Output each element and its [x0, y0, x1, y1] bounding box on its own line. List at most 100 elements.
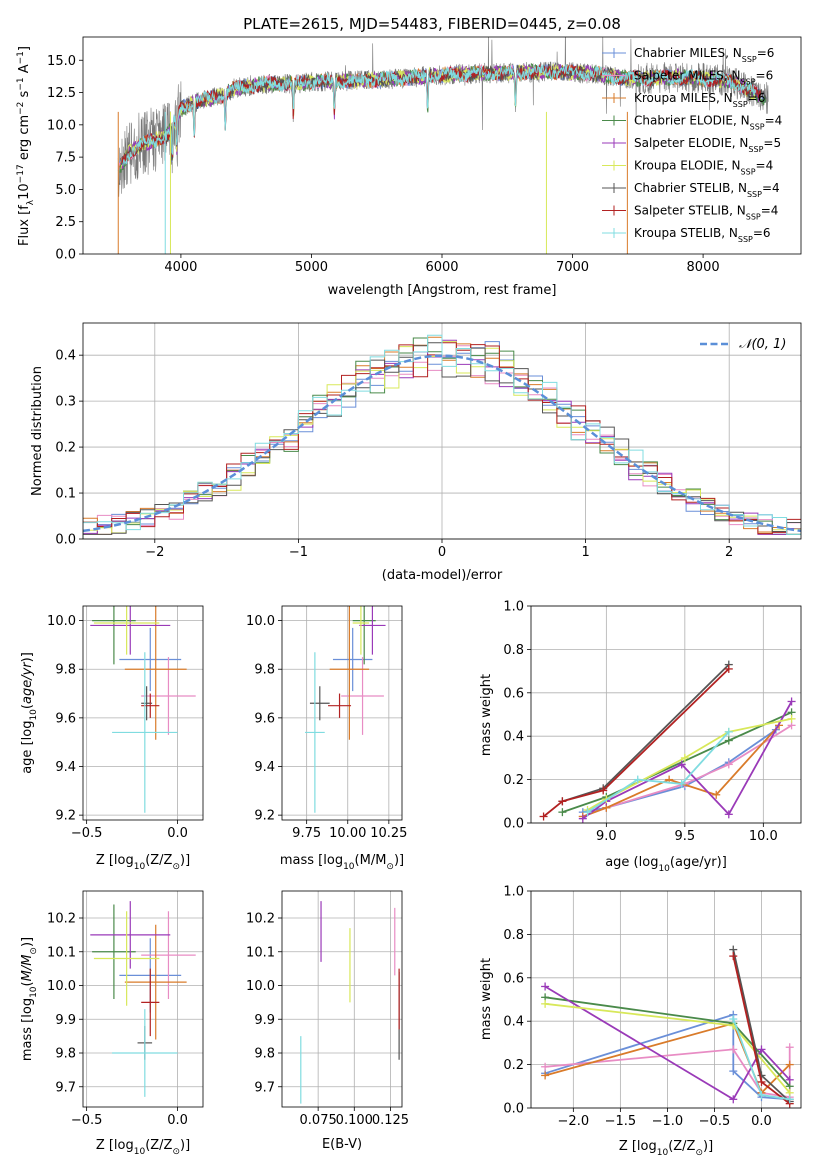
label-part: (Z/Z [145, 1138, 172, 1153]
x-tick-label: 0 [438, 545, 446, 560]
y-tick-label: 0.0 [503, 1102, 524, 1117]
plot-area [305, 606, 386, 813]
label-part: ⊙ [695, 1148, 703, 1158]
errorbar-point-chabrier-stelib [309, 686, 330, 721]
label-part: Normed distribution [30, 366, 45, 496]
x-tick-label: 10.0 [749, 829, 778, 844]
y-tick-label: 10.0 [47, 118, 76, 133]
axes-frame [530, 890, 802, 1109]
errorbar-point-salpeter-elodie [90, 901, 171, 969]
label-part: 10 [29, 709, 39, 721]
x-axis-label: age (log10(age/yr)] [605, 855, 727, 874]
x-tick-label: 5000 [295, 260, 328, 275]
errorbar-point-kroupa-miles [124, 924, 187, 1040]
label-part: 10 [658, 864, 670, 874]
label-part: ⊙ [386, 862, 394, 872]
y-tick-label: 9.7 [254, 1080, 275, 1095]
x-tick-label: −1.5 [605, 1114, 637, 1129]
legend-label: Chabrier STELIB, NSSP=4 [634, 181, 780, 199]
y-tick-label: 9.8 [55, 1047, 76, 1062]
x-tick-label: −0.5 [71, 826, 103, 841]
plot-area [83, 334, 801, 539]
grid-lines [282, 891, 402, 1107]
label-part: ⊙ [172, 1147, 180, 1157]
x-tick-label: 6000 [425, 260, 458, 275]
x-tick-label: −1 [289, 545, 308, 560]
y-tick-label: 0.4 [503, 730, 524, 745]
x-tick-label: −0.5 [699, 1114, 731, 1129]
y-tick-label: 9.8 [55, 663, 76, 678]
y-tick-label: 0.2 [503, 1058, 524, 1073]
y-tick-label: 9.9 [55, 1013, 76, 1028]
y-tick-label: 10.0 [47, 979, 76, 994]
y-tick-label: 10.0 [47, 614, 76, 629]
legend-count: =4 [765, 114, 783, 128]
y-tick-label: 15.0 [47, 54, 76, 69]
errorbar-point-salpeter-stelib [141, 968, 160, 1037]
errorbar-point-kroupa-elodie [352, 606, 370, 655]
axes-frame [82, 605, 204, 821]
label-part: age/yr [20, 661, 35, 704]
legend-text: Kroupa MILES, N [634, 91, 733, 105]
y-tick-label: 0.1 [55, 487, 76, 502]
legend-sub: SSP [741, 167, 756, 176]
y-tick-label: 0.0 [55, 533, 76, 548]
y-tick-label: 9.6 [55, 711, 76, 726]
y-axis-label: Normed distribution [30, 366, 45, 496]
x-tick-label: 1 [581, 545, 589, 560]
y-tick-label: 0.8 [503, 643, 524, 658]
label-part: (Z/Z [145, 853, 172, 868]
legend-text: Chabrier ELODIE, N [634, 114, 750, 128]
label-part: 10 [29, 986, 39, 998]
legend-sub: SSP [738, 235, 753, 244]
legend-sub: SSP [748, 145, 763, 154]
label-part: ] [17, 46, 32, 51]
errorbar-point-kroupa-miles [329, 606, 370, 740]
plot-area [90, 901, 196, 1097]
label-part: age (log [605, 855, 658, 870]
legend-sub: SSP [742, 55, 757, 64]
y-tick-label: 1.0 [503, 885, 524, 900]
label-part: 10 [17, 183, 32, 200]
label-part: (M/M [355, 853, 387, 868]
y-tick-label: 9.8 [254, 663, 275, 678]
y-tick-label: 0.6 [503, 686, 524, 701]
legend-label: Chabrier MILES, NSSP=6 [634, 46, 774, 64]
label-part: 10 [657, 1148, 669, 1158]
label-part: )] [394, 853, 404, 868]
y-tick-label: 5.0 [55, 183, 76, 198]
y-tick-label: 10.1 [47, 945, 76, 960]
plot-area [300, 901, 400, 1104]
figure-title: PLATE=2615, MJD=54483, FIBERID=0445, z=0… [243, 15, 621, 33]
spectrum-panel: 4000 5000 6000 7000 8000 0.0 2.5 5.0 7.5 10.0 12.5… [16, 36, 802, 298]
residual-histogram-panel: −2 −1 0 1 2 0.0 0.1 0.2 0.3 0.4 (data-model)/error… [30, 322, 802, 583]
label-part: s [17, 90, 32, 101]
spectrum-x-axis-label: wavelength [Angstrom, rest frame] [328, 283, 557, 298]
legend-sub: SSP [733, 100, 748, 109]
x-axis-label: Z [log10(Z/Z⊙)] [619, 1139, 713, 1158]
legend-sub: SSP [746, 212, 761, 221]
label-part: A [17, 64, 32, 77]
x-axis-label: mass [log10(M/M⊙)] [280, 853, 404, 872]
label-part: )] [180, 1138, 190, 1153]
y-axis-label: Flux [fλ10−17 erg cm−2 s−1 A−1] [16, 46, 36, 246]
errorbar-point-kroupa-stelib [305, 652, 325, 813]
y-axis-label: mass [log10(M/M⊙)] [20, 937, 39, 1061]
errorbar-point-chabrier-elodie [92, 606, 136, 665]
x-tick-label: 0.075 [300, 1113, 337, 1128]
y-tick-label: 0.3 [55, 395, 76, 410]
label-part: Z [log [619, 1139, 657, 1154]
label-part: )] [20, 937, 35, 947]
x-tick-label: 2 [725, 545, 733, 560]
label-part: 10 [343, 862, 355, 872]
weight-series-salpeter-elodie [541, 982, 794, 1104]
y-tick-label: 0.6 [503, 971, 524, 986]
age-vs-metallicity-panel: −0.5 0.09.29.49.69.810.0Z [log10(Z/Z⊙)]ag… [20, 605, 204, 872]
plot-area [541, 945, 794, 1108]
legend-count: =6 [757, 46, 775, 60]
grid-lines [282, 606, 402, 820]
x-tick-label: 9.5 [674, 829, 695, 844]
histogram-kroupa-stelib [83, 334, 801, 539]
label-part: mass [log [280, 853, 343, 868]
